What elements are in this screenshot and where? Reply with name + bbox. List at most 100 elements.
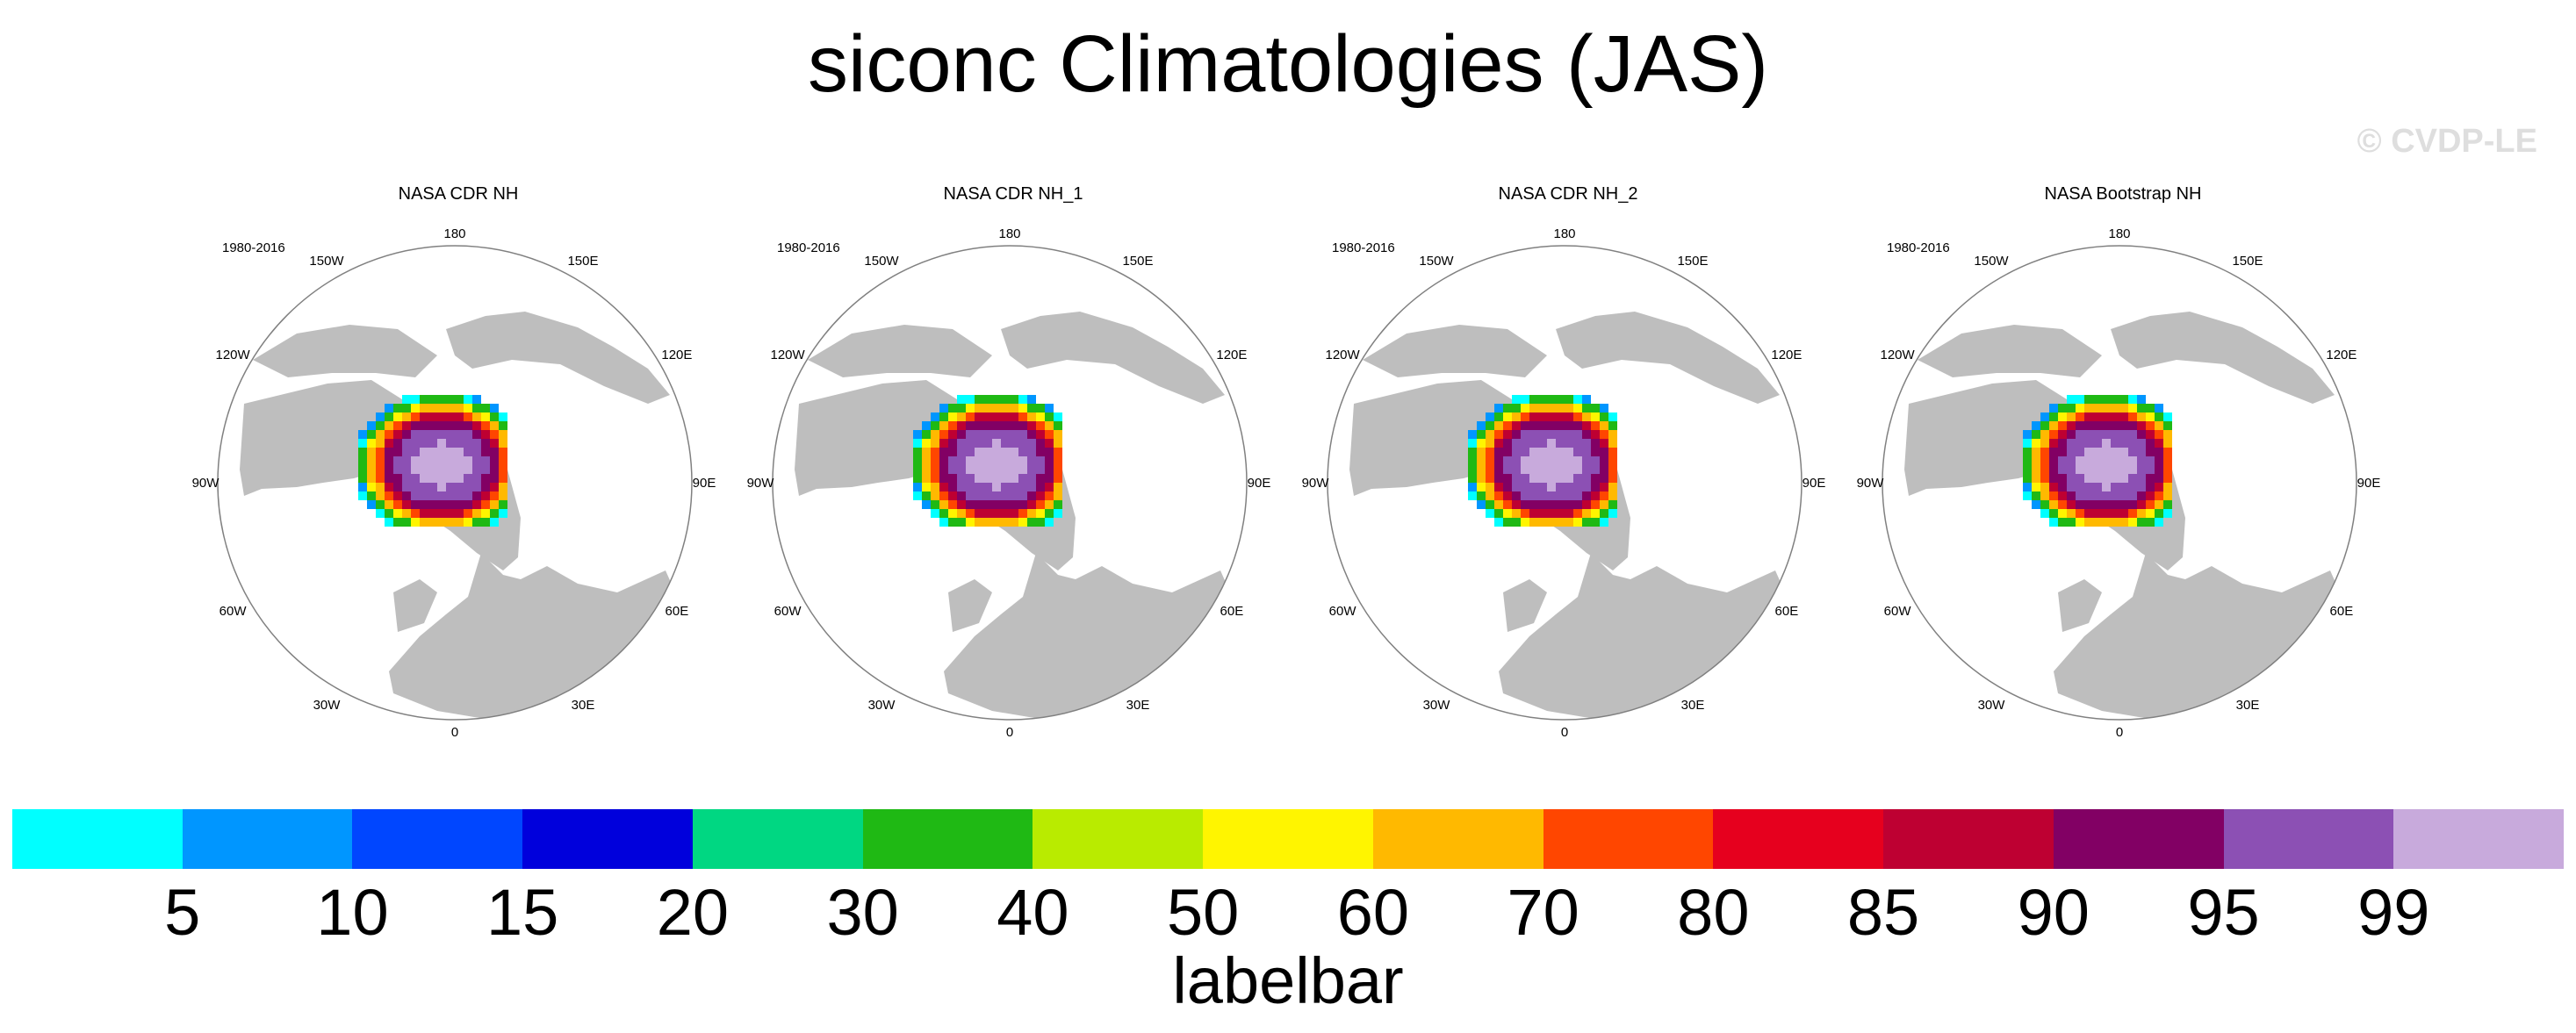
panel-title: NASA CDR NH_1 [944, 184, 1083, 204]
sea-ice-cell [2119, 500, 2128, 509]
sea-ice-cell [2058, 465, 2067, 474]
sea-ice-cell [983, 404, 992, 412]
sea-ice-cell [1045, 439, 1054, 448]
sea-ice-cell [992, 395, 1001, 404]
sea-ice-cell [948, 448, 957, 456]
sea-ice-cell [957, 474, 966, 483]
sea-ice-cell [428, 500, 437, 509]
sea-ice-cell [2119, 395, 2128, 404]
sea-ice-cell [2155, 474, 2163, 483]
sea-ice-cell [1512, 474, 1521, 483]
sea-ice-cell [2163, 439, 2172, 448]
longitude-label: 90W [747, 476, 775, 491]
sea-ice-cell [1010, 439, 1018, 448]
sea-ice-cell [1582, 465, 1591, 474]
sea-ice-cell [1477, 474, 1486, 483]
sea-ice-cell [2137, 439, 2146, 448]
sea-ice-cell [2084, 491, 2093, 500]
sea-ice-cell [1591, 430, 1600, 439]
sea-ice-cell [2102, 500, 2111, 509]
sea-ice-cell [1477, 456, 1486, 465]
sea-ice-cell [1556, 483, 1565, 491]
sea-ice-cell [975, 500, 983, 509]
sea-ice-cell [428, 518, 437, 527]
sea-ice-cell [2067, 404, 2076, 412]
sea-ice-cell [2093, 456, 2102, 465]
sea-ice-cell [358, 483, 367, 491]
sea-ice-cell [1582, 483, 1591, 491]
sea-ice-cell [957, 430, 966, 439]
sea-ice-cell [1529, 395, 1538, 404]
sea-ice-cell [1027, 500, 1036, 509]
sea-ice-cell [1608, 439, 1617, 448]
sea-ice-cell [1036, 509, 1045, 518]
sea-ice-cell [402, 474, 411, 483]
sea-ice-cell [1582, 404, 1591, 412]
sea-ice-cell [2102, 483, 2111, 491]
sea-ice-cell [1591, 456, 1600, 465]
sea-ice-cell [983, 421, 992, 430]
sea-ice-cell [975, 395, 983, 404]
sea-ice-cell [2111, 395, 2119, 404]
sea-ice-cell [472, 509, 481, 518]
sea-ice-cell [2093, 500, 2102, 509]
sea-ice-cell [428, 465, 437, 474]
sea-ice-cell [446, 395, 455, 404]
sea-ice-cell [1538, 491, 1547, 500]
sea-ice-cell [376, 448, 385, 456]
sea-ice-cell [1494, 448, 1503, 456]
sea-ice-cell [1573, 465, 1582, 474]
sea-ice-cell [1054, 412, 1062, 421]
sea-ice-cell [2163, 430, 2172, 439]
sea-ice-cell [499, 421, 507, 430]
panel-title: NASA Bootstrap NH [2045, 184, 2202, 204]
sea-ice-cell [1582, 421, 1591, 430]
sea-ice-cell [420, 412, 428, 421]
sea-ice-cell [2137, 500, 2146, 509]
sea-ice-cell [481, 404, 490, 412]
sea-ice-cell [1468, 465, 1477, 474]
sea-ice-cell [1503, 474, 1512, 483]
sea-ice-cell [1521, 430, 1529, 439]
sea-ice-cell [2049, 404, 2058, 412]
sea-ice-cell [1027, 456, 1036, 465]
sea-ice-cell [376, 430, 385, 439]
color-bar-box [522, 809, 693, 869]
sea-ice-cell [1010, 448, 1018, 456]
land-mass [2111, 312, 2335, 404]
longitude-label: 150E [1677, 254, 1708, 269]
sea-ice-cell [1547, 483, 1556, 491]
sea-ice-cell [2040, 474, 2049, 483]
sea-ice-cell [2137, 518, 2146, 527]
sea-ice-cell [1538, 395, 1547, 404]
sea-ice-cell [1573, 439, 1582, 448]
sea-ice-cell [420, 483, 428, 491]
sea-ice-cell [1045, 430, 1054, 439]
sea-ice-cell [966, 509, 975, 518]
sea-ice-cell [1547, 421, 1556, 430]
sea-ice-cell [913, 456, 922, 465]
sea-ice-cell [1608, 421, 1617, 430]
sea-ice-cell [2119, 491, 2128, 500]
sea-ice-cell [411, 404, 420, 412]
sea-ice-cell [1538, 483, 1547, 491]
sea-ice-cell [1468, 430, 1477, 439]
sea-ice-cell [499, 456, 507, 465]
sea-ice-cell [385, 500, 393, 509]
sea-ice-cell [2049, 509, 2058, 518]
sea-ice-cell [983, 439, 992, 448]
sea-ice-cell [1582, 456, 1591, 465]
sea-ice-cell [1027, 395, 1036, 404]
sea-ice-cell [983, 395, 992, 404]
longitude-label: 120E [1771, 348, 1802, 362]
sea-ice-cell [385, 491, 393, 500]
sea-ice-cell [983, 456, 992, 465]
longitude-label: 120E [1216, 348, 1247, 362]
sea-ice-cell [472, 500, 481, 509]
sea-ice-cell [1494, 500, 1503, 509]
period-label: 1980-2016 [777, 240, 840, 255]
sea-ice-cell [1036, 430, 1045, 439]
sea-ice-cell [966, 456, 975, 465]
sea-ice-cell [481, 439, 490, 448]
sea-ice-cell [358, 448, 367, 456]
